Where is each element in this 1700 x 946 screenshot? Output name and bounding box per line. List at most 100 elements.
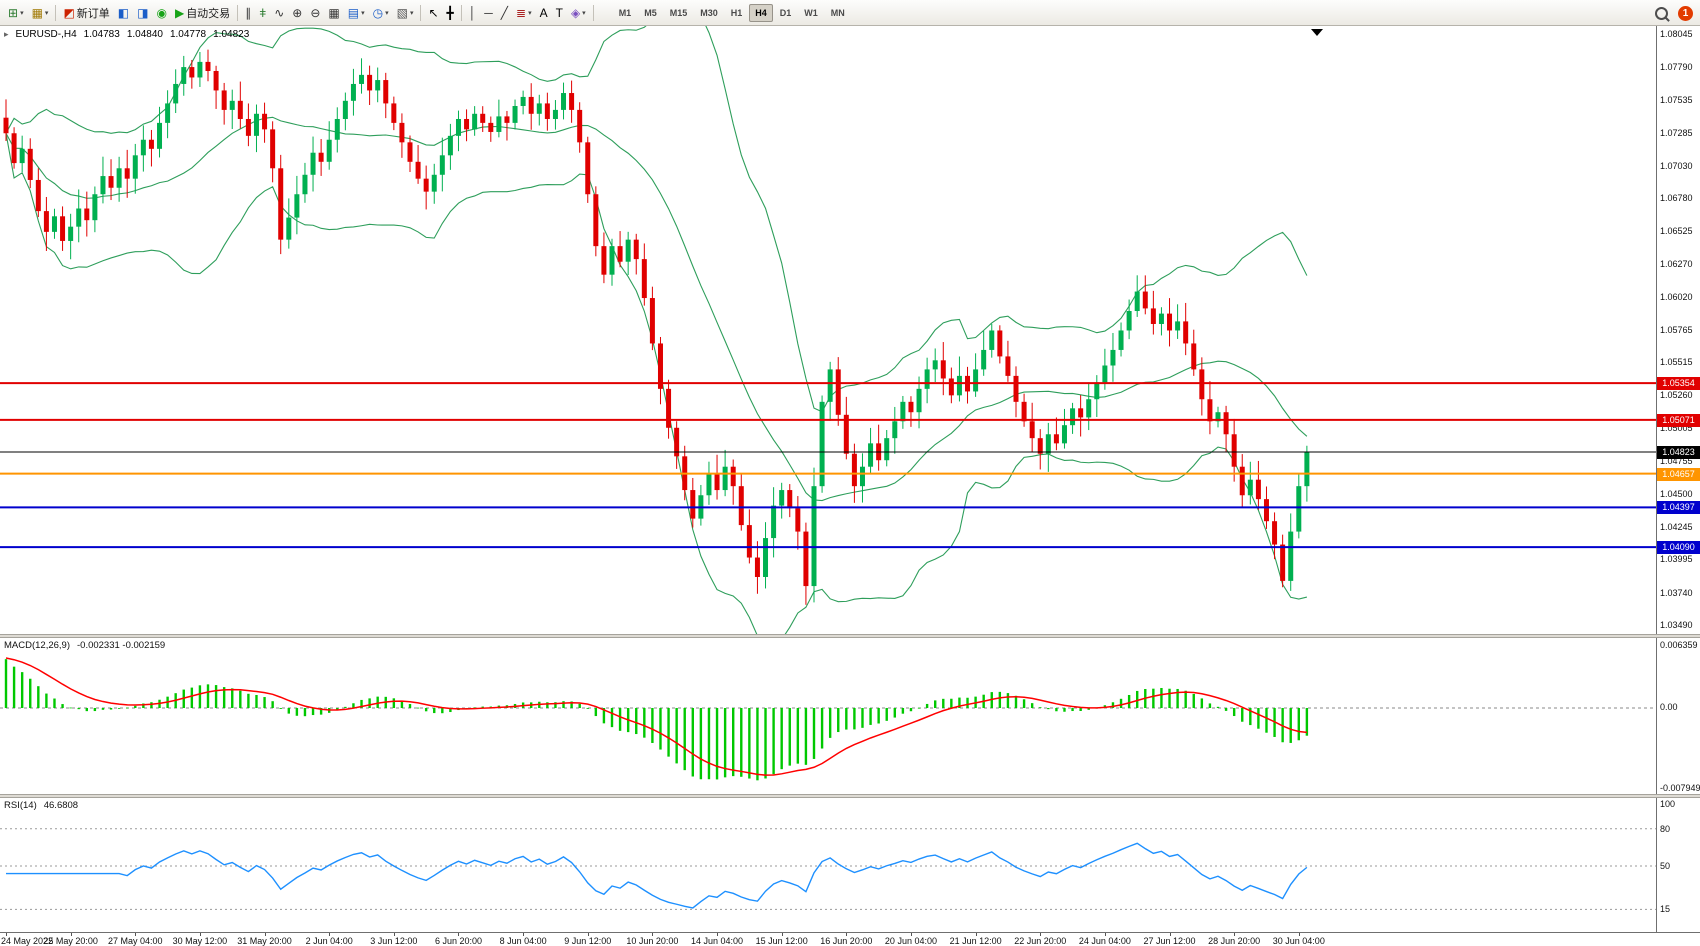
panel-splitter[interactable] [0,634,1700,638]
bar-chart-button[interactable]: ∥ [241,2,255,24]
timeframe-button-mn[interactable]: MN [830,7,845,18]
timeframe-button-h4[interactable]: H4 [749,3,773,22]
line-chart-button[interactable]: ∿ [270,2,288,24]
price-tick: 1.03490 [1660,620,1693,630]
search-icon[interactable] [1655,6,1668,20]
candle-body [585,142,591,195]
rsi-axis-label: 50 [1660,861,1671,871]
data-window-button[interactable]: ◨ [133,2,152,24]
candle-body [512,106,518,123]
time-label: 14 Jun 04:00 [691,936,744,946]
macd-bar [546,702,549,708]
candle-body [787,490,793,509]
timeframe-button-h1[interactable]: H1 [730,7,743,18]
trendline-button[interactable]: ╱ [497,2,512,24]
timeframe-toolbar: M1 M5 M15 M30 H1 H4 D1 W1 MN [613,3,851,22]
panel-splitter[interactable] [0,794,1700,798]
shapes-icon: ◈ [570,5,581,20]
zoom-out-button[interactable]: ⊖ [306,2,324,24]
chart-shift-marker[interactable] [1311,29,1323,36]
new-chart-button[interactable]: ⊞ ▾ [4,2,28,24]
candlestick-button[interactable]: ǂ [255,2,270,24]
timeframe-button-m5[interactable]: M5 [644,7,657,18]
candle-body [730,466,736,487]
macd-signal-line [5,657,1307,776]
shapes-button[interactable]: ◈ ▾ [567,2,590,24]
macd-bar [934,700,937,708]
quote-close: 1.04823 [213,29,250,40]
candle-body [948,378,954,396]
macd-bar [796,708,800,764]
macd-bar [772,708,775,775]
tile-windows-button[interactable]: ▦ [324,2,343,24]
horizontal-line-button[interactable]: ─ [480,2,497,24]
macd-bar [1055,708,1058,712]
macd-bar [109,708,113,710]
candle-body [318,152,324,162]
timeframe-button-m15[interactable]: M15 [669,7,688,18]
candlestick-chart[interactable] [0,26,1656,634]
candle-body [262,113,268,130]
time-label: 28 Jun 20:00 [1208,936,1261,946]
candle-body [1045,434,1051,454]
candlestick-series[interactable] [3,49,1310,605]
price-axis[interactable]: 1.08045 1.07790 1.07535 1.07285 1.07030 1.067… [1656,26,1700,634]
navigator-button[interactable]: ◉ [152,2,170,24]
timeframe-button-m1[interactable]: M1 [618,7,632,18]
macd-bar [20,672,24,708]
toolbar-separator [460,4,462,21]
candle-body [270,129,276,169]
macd-bar [303,708,307,717]
rsi-label: RSI(14) [4,800,37,811]
candle-body [1013,375,1019,402]
one-click-trading-toggle[interactable]: ▸ [4,29,9,39]
timeframe-button-d1[interactable]: D1 [779,7,792,18]
auto-arrange-button[interactable]: ▤ ▾ [344,2,369,24]
time-label: 30 May 12:00 [172,936,228,946]
macd-bar [206,684,210,708]
main-chart-panel: ▸ EURUSD-,H4 1.04783 1.04840 1.04778 1.0… [0,26,1700,634]
macd-indicator[interactable] [0,638,1656,794]
fibonacci-button[interactable]: ≣ ▾ [512,2,536,24]
market-watch-button[interactable]: ◧ [114,2,133,24]
macd-bar [659,708,662,750]
candle-body [884,438,890,461]
candle-body [1086,399,1092,418]
macd-bar [77,708,80,710]
candle-body [528,96,534,114]
vertical-line-button[interactable]: │ [465,2,481,24]
macd-bar [1063,708,1066,712]
notification-badge[interactable]: 1 [1678,5,1693,21]
profiles-button[interactable]: ▦ ▾ [28,2,53,24]
text-button[interactable]: A [536,2,552,24]
crosshair-button[interactable]: ╋ [443,2,458,24]
rsi-axis[interactable]: 100 80 50 15 [1656,798,1700,932]
rsi-indicator[interactable] [0,798,1656,932]
timeframe-button-w1[interactable]: W1 [804,7,818,18]
macd-axis[interactable]: 0.006359 0.00 -0.007949 [1656,638,1700,794]
autotrading-button[interactable]: ▶ 自动交易 [171,2,234,24]
macd-bar [231,688,234,708]
zoom-in-button[interactable]: ⊕ [288,2,306,24]
candle-body [569,93,575,110]
candle-body [84,208,90,221]
template-button[interactable]: ▧ ▾ [393,2,418,24]
time-axis[interactable]: 24 May 2022 25 May 20:00 27 May 04:00 30 Ma… [0,932,1700,946]
period-button[interactable]: ◷ ▾ [369,2,393,24]
candle-body [140,139,146,156]
candle-body [1183,321,1189,344]
time-tick [1234,933,1236,936]
macd-bar [69,707,72,709]
timeframe-button-m30[interactable]: M30 [700,7,718,18]
macd-bar [255,694,258,708]
cursor-button[interactable]: ↖ [424,2,442,24]
macd-bar [263,697,266,708]
price-tick: 1.06270 [1660,259,1693,270]
macd-bar [618,708,622,731]
cursor-icon: ↖ [428,5,439,20]
macd-bar [925,703,929,708]
label-button[interactable]: T [552,2,567,24]
candle-body [286,217,292,240]
new-order-button[interactable]: ◩ 新订单 [59,2,113,24]
candle-body [1199,369,1205,400]
